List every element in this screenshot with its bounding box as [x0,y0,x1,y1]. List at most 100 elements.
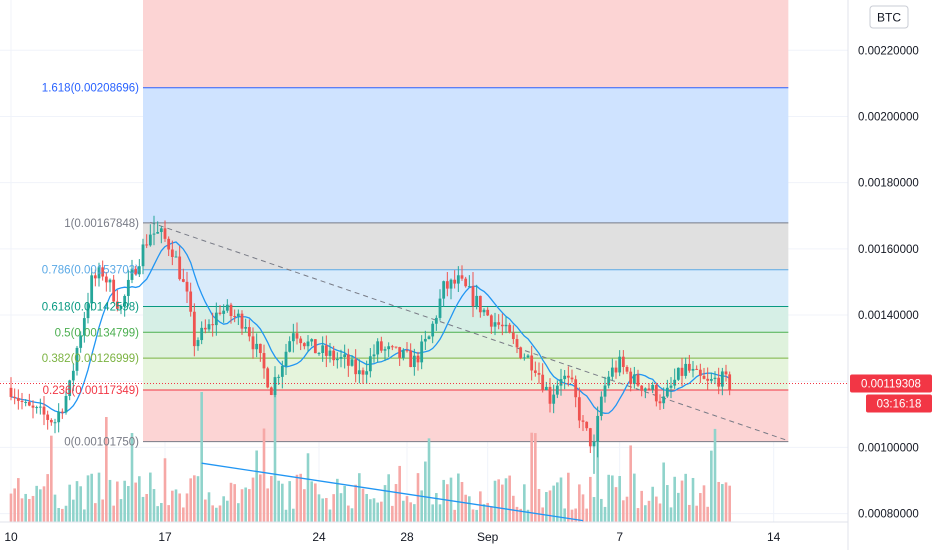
volume-bar [523,484,526,522]
volume-bar [383,485,387,522]
volume-bar [504,478,508,522]
candle-body [508,324,512,333]
candle-body [79,335,83,348]
trendlines[interactable] [150,221,789,522]
volume-bar [413,504,416,522]
candle-body [145,244,149,246]
volume-bar [167,505,170,522]
volume-bar [28,498,31,522]
candle-body [643,388,647,391]
volume-bar [438,504,442,522]
time-tick-label: 24 [312,530,326,544]
volume-bar [207,492,211,522]
volume-bar [644,505,647,522]
volume-bar [123,480,126,522]
volume-bar [86,475,90,522]
volume-bar [266,488,269,522]
candle-body [379,341,383,351]
candle-body [720,371,724,387]
candle-body [295,333,299,339]
candle-body [438,298,442,318]
volume-bar [464,494,467,522]
volume-bar [31,495,35,522]
price-axis[interactable]: 0.000800000.001000000.001200000.00140000… [847,0,932,550]
last-price-label: 0.00119308 [861,379,921,391]
candle-body [456,275,460,284]
volume-bar [699,493,702,522]
candle-body [97,267,101,279]
candle-body [365,371,369,375]
price-tick-label: 0.00220000 [858,45,919,57]
candle-body [603,385,607,397]
price-trendline[interactable] [150,221,789,442]
candle-body [431,323,435,337]
currency-badge-box[interactable] [869,5,909,29]
volume-bar [611,475,614,522]
volume-trendline[interactable] [201,462,584,522]
price-tick-label: 0.00160000 [858,244,919,256]
candle-body [38,406,42,408]
volume-bar [68,484,71,522]
volume-bar [493,480,497,522]
candle-body [27,401,31,406]
volume-bar [347,505,350,522]
candles [9,215,732,474]
volume-bar [446,484,449,522]
volume-bar [530,432,533,522]
candle-body [317,353,321,355]
volume-bar [618,476,621,522]
volume-bar [130,433,134,522]
candle-body [555,385,559,395]
candle-body [654,384,658,402]
candle-body [108,279,112,283]
currency-badge[interactable]: BTC [869,5,909,29]
candle-body [673,379,677,386]
volume-bar [101,499,104,522]
volume-bar [292,508,295,522]
candle-body [412,355,416,368]
candle-body [680,367,684,376]
time-tick-label: 7 [616,530,623,544]
candle-body [405,350,409,352]
price-tick-label: 0.00100000 [858,442,919,454]
volume-bar [559,477,563,522]
fib-zone-0.618 [143,306,789,333]
candle-body [522,357,526,359]
candle-body [530,355,534,371]
candle-body [101,267,105,277]
candle-body [178,256,182,280]
candle-body [174,256,178,258]
candle-body [511,332,515,340]
candle-body [57,411,61,423]
candle-body [24,401,28,403]
fib-zone-0.5 [143,332,789,359]
fibonacci-retracement[interactable] [143,0,789,443]
volume-bar [299,473,302,522]
candle-body [350,359,354,366]
candle-body [585,421,589,429]
candle-body [500,324,504,327]
candle-body [288,341,292,352]
candle-body [343,354,347,358]
volume-bar [174,489,178,522]
candle-body [262,353,266,369]
price-tick-label: 0.00180000 [858,178,919,190]
candle-body [335,358,339,361]
candle-body [515,339,519,348]
volume-bar [20,498,24,522]
candle-body [332,350,336,361]
volume-bar [108,479,112,522]
candle-body [302,343,306,347]
volume-bar [442,479,445,522]
volume-bar [556,482,559,522]
time-axis[interactable]: 10 17 24 28 Sep 7 14 [0,521,848,544]
candle-body [148,234,152,246]
candle-body [16,398,20,401]
price-tick-label: 0.00080000 [858,509,919,521]
volume-bar [127,486,130,522]
candle-body [526,355,530,358]
candle-body [251,336,255,350]
volume-bar [178,493,181,522]
